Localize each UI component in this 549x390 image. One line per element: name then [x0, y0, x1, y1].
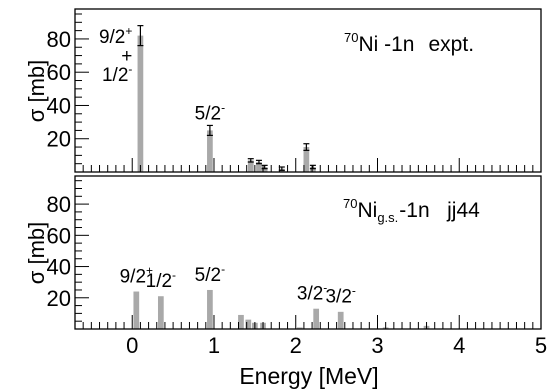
- svg-text:9/2+: 9/2+: [99, 24, 132, 48]
- bar: [133, 291, 140, 329]
- state-label: 9/2++1/2-: [99, 24, 132, 86]
- top-plot-frame: [74, 8, 542, 173]
- y-tick-label: 20: [47, 286, 71, 311]
- bar: [245, 319, 252, 329]
- panel-bottom: 20 40 60 80 0 1 2 3 4 5 9/2+1/2- 5/2- 3/2-3/2- 70Ni…: [24, 175, 547, 389]
- top-y-axis-label: σ [mb]: [24, 60, 49, 122]
- bar: [313, 308, 320, 329]
- bottom-annotation: 70Nig.s.-1n jj44: [343, 196, 480, 225]
- bottom-plot-frame: [74, 175, 542, 330]
- svg-text:+: +: [121, 46, 132, 67]
- error-bar: [206, 124, 213, 137]
- top-state-labels: 9/2++1/2- 5/2-: [99, 24, 225, 124]
- state-label: 3/2-: [297, 281, 327, 305]
- x-tick-label: 0: [126, 333, 138, 358]
- bar: [256, 162, 262, 172]
- bar: [261, 167, 268, 172]
- x-tick-label: 2: [290, 333, 302, 358]
- x-tick-label: 5: [535, 333, 547, 358]
- top-ticks: 20 40 60 80: [47, 13, 542, 172]
- error-bar: [303, 143, 310, 151]
- svg-text:5/2-: 5/2-: [195, 100, 225, 124]
- error-bar: [309, 164, 316, 170]
- bottom-state-labels: 9/2+1/2- 5/2- 3/2-3/2-: [120, 262, 356, 308]
- bar: [238, 314, 244, 329]
- svg-text:3/2-: 3/2-: [325, 284, 355, 308]
- bottom-ticks: 20 40 60 80 0 1 2 3 4 5: [47, 180, 547, 358]
- top-annotation: 70Ni -1n expt.: [344, 30, 474, 56]
- bar: [310, 167, 316, 172]
- error-bar: [255, 159, 262, 165]
- x-tick-label: 4: [453, 333, 465, 358]
- svg-text:5/2-: 5/2-: [195, 262, 225, 286]
- x-axis-label: Energy [MeV]: [239, 363, 378, 389]
- bar: [157, 296, 164, 329]
- error-bar: [137, 25, 144, 47]
- y-tick-label: 40: [47, 255, 71, 280]
- bar: [303, 147, 310, 172]
- y-tick-label: 80: [47, 27, 71, 52]
- state-label: 5/2-: [195, 262, 225, 286]
- y-tick-label: 60: [47, 223, 71, 248]
- svg-text:9/2+: 9/2+: [120, 263, 153, 287]
- y-tick-label: 20: [47, 127, 71, 152]
- y-tick-label: 80: [47, 192, 71, 217]
- svg-text:3/2-: 3/2-: [297, 281, 327, 305]
- x-tick-label: 1: [208, 333, 220, 358]
- state-label: 3/2-: [325, 284, 355, 308]
- x-tick-label: 3: [371, 333, 383, 358]
- state-label: 1/2-: [146, 268, 176, 292]
- bar: [207, 130, 213, 172]
- svg-text:1/2-: 1/2-: [102, 62, 132, 86]
- bar: [247, 160, 254, 172]
- state-label: 9/2+: [120, 263, 153, 287]
- svg-text:1/2-: 1/2-: [146, 268, 176, 292]
- y-tick-label: 60: [47, 60, 71, 85]
- bar: [137, 35, 144, 172]
- state-label: 5/2-: [195, 100, 225, 124]
- bottom-y-axis-label: σ [mb]: [24, 222, 49, 284]
- y-tick-label: 40: [47, 93, 71, 118]
- panel-top: 20 40 60 80 9/2++1/2- 5/2- 70Ni -1n expt. σ […: [24, 8, 542, 173]
- bar: [296, 327, 303, 329]
- bar: [207, 289, 213, 329]
- bar: [337, 311, 344, 329]
- error-bar: [247, 158, 254, 163]
- top-bars: [137, 25, 316, 172]
- bottom-bars: [133, 289, 430, 329]
